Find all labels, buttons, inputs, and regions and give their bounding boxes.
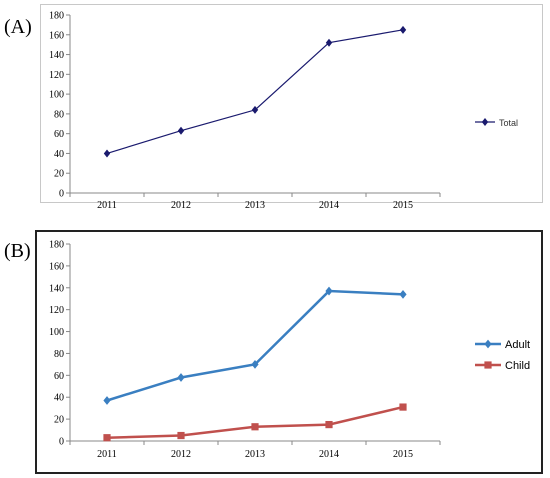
chart-a-y-tick-label: 160 xyxy=(49,30,64,41)
chart-a-series-total-point xyxy=(177,126,185,135)
chart-a-series-total-point xyxy=(103,149,111,158)
chart-a-series-total-point xyxy=(325,38,333,47)
chart-b-series-adult-point xyxy=(103,396,111,405)
chart-b-y-tick-label: 20 xyxy=(54,415,64,426)
chart-a-y-tick-label: 80 xyxy=(54,109,64,120)
chart-a-y-tick-label: 100 xyxy=(49,90,64,101)
chart-b-legend-adult-label: Adult xyxy=(505,339,530,351)
chart-b-x-tick-label: 2014 xyxy=(319,449,339,460)
panel-b-label: (B) xyxy=(4,240,31,262)
chart-b-series-child-point xyxy=(177,431,185,440)
chart-a-x-tick-label: 2014 xyxy=(319,200,339,211)
chart-b-y-tick-label: 120 xyxy=(49,305,64,316)
chart-b-y-tick-label: 160 xyxy=(49,261,64,272)
chart-a-legend-total-marker xyxy=(481,118,489,126)
chart-a-series-total-line xyxy=(106,29,404,155)
chart-a-y-tick-label: 0 xyxy=(59,189,64,200)
chart-b-series-adult-line xyxy=(106,289,404,402)
chart-b-series-adult-point xyxy=(251,359,259,369)
chart-a-legend-total-label: Total xyxy=(499,118,518,128)
chart-b-y-tick-label: 140 xyxy=(49,283,64,294)
chart-b-y-tick-label: 80 xyxy=(54,349,64,360)
chart-b-y-tick-label: 180 xyxy=(49,240,64,251)
chart-b-series-adult-point xyxy=(399,289,407,299)
chart-b-legend-child-marker xyxy=(484,361,492,369)
chart-a-x-tick-label: 2015 xyxy=(393,200,413,211)
chart-b-y-tick-label: 0 xyxy=(59,437,64,448)
chart-a-y-tick-label: 140 xyxy=(49,50,64,61)
chart-a-series-total-point xyxy=(251,105,259,114)
chart-b-series-child-point xyxy=(251,423,259,431)
chart-b-series-child-point xyxy=(325,420,333,429)
chart-b-x-tick-label: 2012 xyxy=(171,449,191,460)
chart-b-x-tick-label: 2011 xyxy=(97,449,117,460)
chart-b-x-tick-label: 2013 xyxy=(245,449,265,460)
chart-b-legend-child-label: Child xyxy=(505,360,530,372)
panel-a-label: (A) xyxy=(4,16,32,38)
chart-b-frame xyxy=(35,230,543,474)
chart-b-y-tick-label: 60 xyxy=(54,371,64,382)
chart-a-x-tick-label: 2012 xyxy=(171,200,191,211)
chart-b-x-tick-label: 2015 xyxy=(393,449,413,460)
chart-a-series-total-point xyxy=(399,25,407,34)
chart-b-y-tick-label: 40 xyxy=(54,393,64,404)
chart-a-x-tick-label: 2013 xyxy=(245,200,265,211)
chart-a-y-tick-label: 20 xyxy=(54,169,64,180)
chart-b-series-child-line xyxy=(106,405,404,439)
chart-a-y-tick-label: 40 xyxy=(54,149,64,160)
chart-a-y-tick-label: 180 xyxy=(49,11,64,22)
chart-b-series-adult-point xyxy=(177,373,185,382)
chart-b-series-child-point xyxy=(103,434,111,442)
chart-a-y-tick-label: 120 xyxy=(49,70,64,81)
chart-b-series-adult-point xyxy=(325,286,333,296)
chart-a-y-tick-label: 60 xyxy=(54,129,64,140)
chart-b-y-tick-label: 100 xyxy=(49,327,64,338)
chart-a-frame xyxy=(40,4,543,203)
chart-b-series-child-point xyxy=(399,403,407,411)
chart-a-x-tick-label: 2011 xyxy=(97,200,117,211)
chart-b-legend-adult-marker xyxy=(484,339,492,349)
